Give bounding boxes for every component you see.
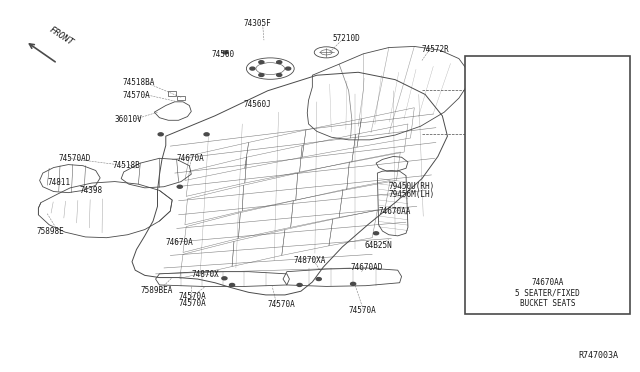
Text: 74870X: 74870X xyxy=(191,270,219,279)
Text: 74870XA: 74870XA xyxy=(293,256,326,265)
Circle shape xyxy=(230,283,235,286)
Text: 74560: 74560 xyxy=(212,51,235,60)
Text: 36010V: 36010V xyxy=(115,115,143,124)
Text: 74518BA: 74518BA xyxy=(122,78,155,87)
Bar xyxy=(177,96,185,100)
Text: 7589BEA: 7589BEA xyxy=(140,286,173,295)
Text: 74398: 74398 xyxy=(79,186,102,195)
Circle shape xyxy=(250,67,255,70)
Text: 74572R: 74572R xyxy=(422,45,450,54)
Text: 74518B: 74518B xyxy=(113,161,141,170)
Text: 57210D: 57210D xyxy=(333,34,360,43)
Circle shape xyxy=(374,232,379,235)
Circle shape xyxy=(222,277,227,280)
Circle shape xyxy=(177,185,182,188)
Text: 74670AD: 74670AD xyxy=(351,263,383,272)
Text: 74570A: 74570A xyxy=(349,306,376,315)
Circle shape xyxy=(223,51,228,54)
Circle shape xyxy=(297,283,302,286)
Circle shape xyxy=(204,133,209,136)
Text: 74570A: 74570A xyxy=(268,300,296,310)
Text: 74670A: 74670A xyxy=(177,154,204,163)
Text: 75898E: 75898E xyxy=(36,227,64,235)
Circle shape xyxy=(351,282,356,285)
Bar xyxy=(465,56,630,314)
Circle shape xyxy=(285,67,291,70)
Text: 74670A: 74670A xyxy=(166,238,193,247)
Circle shape xyxy=(158,133,163,136)
Circle shape xyxy=(259,61,264,64)
Text: 74570AD: 74570AD xyxy=(59,154,91,163)
Text: 74811: 74811 xyxy=(47,178,70,187)
Text: 79450U(RH): 79450U(RH) xyxy=(389,182,435,191)
Circle shape xyxy=(276,74,282,77)
Circle shape xyxy=(316,278,321,280)
Text: 74670AA: 74670AA xyxy=(379,207,411,217)
Text: 74670AA: 74670AA xyxy=(531,278,564,287)
Text: 79456M(LH): 79456M(LH) xyxy=(389,190,435,199)
Text: 74570A: 74570A xyxy=(122,91,150,100)
Text: R747003A: R747003A xyxy=(578,351,618,360)
Circle shape xyxy=(259,74,264,77)
Circle shape xyxy=(276,61,282,64)
Text: 74570A: 74570A xyxy=(179,292,206,301)
Text: 74305F: 74305F xyxy=(244,19,271,28)
Text: FRONT: FRONT xyxy=(47,25,75,47)
Text: 74570A: 74570A xyxy=(179,299,206,308)
Bar xyxy=(168,92,176,96)
Text: 74560J: 74560J xyxy=(244,100,271,109)
Text: 64B25N: 64B25N xyxy=(365,241,392,250)
Text: 5 SEATER/FIXED
BUCKET SEATS: 5 SEATER/FIXED BUCKET SEATS xyxy=(515,289,580,308)
